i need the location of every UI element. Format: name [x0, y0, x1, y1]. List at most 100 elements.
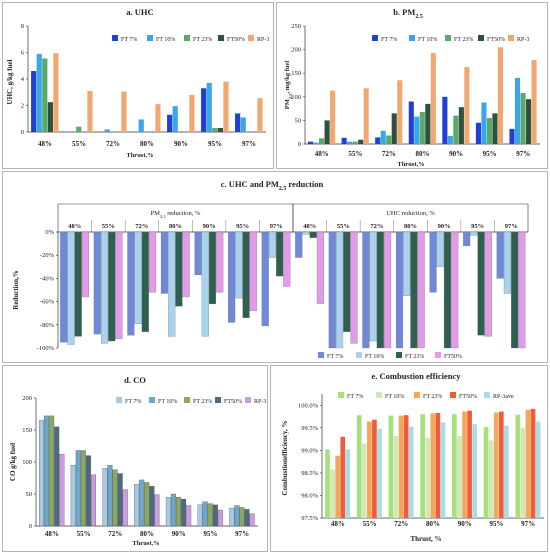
- x-tick-label: 95%: [208, 140, 222, 148]
- bar-pm: [497, 47, 504, 144]
- bar-reduction: [228, 231, 236, 323]
- bar-co: [197, 504, 203, 527]
- bar-reduction: [182, 231, 190, 298]
- bar-pm: [330, 90, 336, 144]
- bar-uhc: [172, 106, 178, 132]
- bar-pm: [419, 111, 425, 144]
- bar-reduction: [295, 231, 303, 258]
- bar-co: [212, 504, 218, 527]
- legend-item: FT50%: [224, 399, 242, 405]
- bar-pm: [430, 52, 436, 144]
- legend-item: FT 7%: [327, 354, 343, 360]
- bar-eff: [403, 415, 409, 518]
- x-tick-label: 97%: [521, 520, 535, 528]
- chart-title-co: d. CO: [124, 375, 146, 385]
- bar-eff: [345, 449, 351, 518]
- bar-pm: [380, 130, 386, 144]
- legend-item-swatch: [147, 35, 153, 41]
- bar-co: [181, 498, 187, 527]
- legend-item: FT 7%: [381, 37, 397, 43]
- legend-item: FT50%: [459, 394, 477, 400]
- x-tick-label: 55%: [102, 223, 115, 230]
- bar-reduction: [335, 231, 344, 349]
- bar-reduction: [451, 231, 459, 349]
- bar-eff: [462, 411, 467, 518]
- bar-pm: [520, 93, 526, 144]
- bar-reduction: [93, 231, 101, 335]
- bar-eff: [457, 435, 462, 518]
- bar-reduction: [108, 231, 116, 342]
- x-tick-label: 95%: [489, 520, 503, 528]
- bar-pm: [525, 99, 532, 144]
- legend-item: FT 10%: [385, 394, 404, 400]
- bar-co: [39, 420, 44, 527]
- y-tick-label: 0: [29, 523, 32, 530]
- bar-co: [176, 497, 182, 527]
- bar-pm: [363, 88, 369, 144]
- legend-item: RP-3: [517, 37, 529, 43]
- bar-reduction: [160, 231, 169, 294]
- bar-reduction: [484, 231, 492, 337]
- legend-item: FT 23%: [193, 399, 212, 405]
- legend-item-swatch: [356, 352, 362, 358]
- bar-uhc: [42, 58, 48, 132]
- bar-uhc: [47, 102, 53, 132]
- x-tick-label: 72%: [108, 530, 122, 538]
- bar-reduction: [194, 231, 202, 276]
- x-tick-label: 48%: [38, 140, 52, 148]
- legend-item-swatch: [409, 35, 415, 41]
- x-tick-label: 80%: [404, 223, 417, 230]
- bar-reduction: [81, 231, 89, 298]
- bar-reduction: [316, 231, 324, 305]
- bar-eff: [504, 425, 509, 518]
- bar-eff: [388, 415, 394, 518]
- x-tick-label: 80%: [140, 140, 154, 148]
- bar-pm: [319, 138, 325, 144]
- bar-uhc: [36, 53, 42, 133]
- bar-reduction: [343, 231, 351, 332]
- legend-item-swatch: [508, 35, 514, 41]
- bar-reduction: [216, 231, 224, 293]
- y-tick-label: 4: [21, 76, 25, 83]
- legend-item-swatch: [149, 397, 155, 403]
- x-tick-label: 80%: [416, 150, 430, 158]
- bar-reduction: [74, 231, 82, 337]
- bar-uhc: [138, 119, 144, 132]
- bar-reduction: [403, 231, 411, 296]
- bar-pm: [397, 80, 403, 144]
- bar-reduction: [100, 231, 109, 344]
- legend-item: FT50%: [487, 37, 505, 43]
- legend-item-swatch: [318, 352, 324, 358]
- y-tick-label: -100%: [37, 345, 55, 352]
- legend-item-swatch: [248, 35, 254, 41]
- bar-co: [170, 493, 176, 527]
- y-tick-label: -20%: [40, 252, 55, 259]
- bar-eff: [472, 424, 477, 518]
- x-tick-label: 90%: [438, 223, 451, 230]
- bar-uhc: [257, 98, 263, 132]
- x-tick-label: 55%: [337, 223, 350, 230]
- y-tick-label: 50: [295, 117, 302, 124]
- bar-eff: [425, 437, 431, 518]
- legend-item-swatch: [478, 35, 484, 41]
- x-axis-label: Thrust,%: [132, 540, 159, 547]
- bar-pm: [313, 142, 319, 144]
- bar-co: [80, 450, 86, 527]
- bar-eff: [330, 469, 335, 518]
- y-tick-label: 50: [26, 491, 33, 498]
- y-tick-label: 0: [298, 141, 301, 148]
- legend-item-swatch: [112, 35, 118, 41]
- bar-eff: [356, 415, 362, 518]
- bar-uhc: [217, 128, 223, 132]
- bar-uhc: [104, 129, 110, 132]
- legend-item-swatch: [184, 35, 190, 41]
- x-axis-label: Thrust,%: [126, 152, 153, 159]
- bar-reduction: [369, 231, 377, 342]
- bar-reduction: [350, 231, 358, 344]
- legend-item-swatch: [116, 397, 122, 403]
- bar-reduction: [477, 231, 485, 336]
- bar-reduction: [276, 231, 284, 277]
- bar-eff: [340, 436, 346, 518]
- bar-pm: [447, 135, 453, 144]
